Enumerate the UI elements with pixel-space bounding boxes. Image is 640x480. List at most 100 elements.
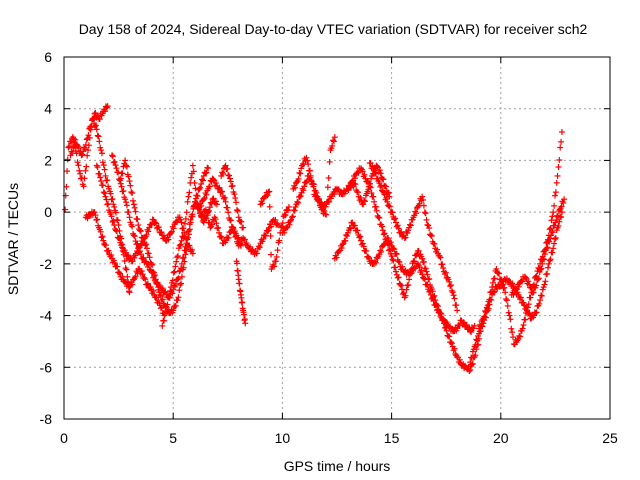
data-point: [178, 237, 185, 244]
data-point: [91, 110, 98, 117]
data-point: [506, 312, 513, 319]
data-point: [360, 201, 367, 208]
data-point: [538, 292, 545, 299]
data-point: [446, 278, 453, 285]
data-point: [169, 277, 176, 284]
data-point: [274, 220, 281, 227]
data-point: [509, 280, 516, 287]
data-point: [544, 264, 551, 271]
data-point: [148, 221, 155, 228]
data-point: [540, 284, 547, 291]
data-point: [397, 281, 404, 288]
data-point: [347, 225, 354, 232]
data-point: [71, 141, 78, 148]
data-point: [172, 280, 179, 287]
data-point: [551, 192, 558, 199]
data-point: [287, 218, 294, 225]
data-point: [113, 228, 120, 235]
data-point: [313, 189, 320, 196]
data-point: [393, 251, 400, 258]
data-point: [273, 253, 280, 260]
data-point: [442, 324, 449, 331]
data-point: [448, 340, 455, 347]
data-point: [185, 193, 192, 200]
data-point: [551, 202, 558, 209]
data-point: [146, 224, 153, 231]
data-point: [109, 218, 116, 225]
data-point: [155, 224, 162, 231]
data-point: [153, 294, 160, 301]
data-point: [432, 297, 439, 304]
data-point: [109, 196, 116, 203]
data-point: [537, 297, 544, 304]
data-point: [385, 247, 392, 254]
data-point: [202, 170, 209, 177]
data-point: [404, 229, 411, 236]
data-point: [471, 322, 478, 329]
data-point: [439, 261, 446, 268]
data-point: [138, 268, 145, 275]
series-track-r: [475, 128, 565, 348]
data-point: [449, 289, 456, 296]
data-point: [538, 265, 545, 272]
data-point: [376, 167, 383, 174]
data-point: [240, 311, 247, 318]
y-tick-label: 2: [44, 152, 52, 168]
data-point: [424, 271, 431, 278]
data-point: [361, 171, 368, 178]
data-point: [272, 216, 279, 223]
x-tick-label: 15: [384, 430, 400, 446]
data-point: [142, 276, 149, 283]
data-point: [197, 184, 204, 191]
data-point: [81, 175, 88, 182]
data-point: [237, 241, 244, 248]
data-point: [129, 190, 136, 197]
data-point: [281, 229, 288, 236]
data-point: [472, 341, 479, 348]
data-point: [85, 132, 92, 139]
data-point: [260, 235, 267, 242]
data-point: [386, 203, 393, 210]
data-point: [67, 140, 74, 147]
data-point: [342, 237, 349, 244]
data-point: [254, 250, 261, 257]
data-point: [145, 228, 152, 235]
x-tick-label: 10: [275, 430, 291, 446]
data-point: [143, 231, 150, 238]
data-point: [286, 221, 293, 228]
data-point: [381, 191, 388, 198]
data-point: [137, 251, 144, 258]
data-point: [210, 176, 217, 183]
data-point: [413, 210, 420, 217]
data-point: [221, 194, 228, 201]
data-point: [544, 270, 551, 277]
data-point: [191, 179, 198, 186]
data-point: [303, 154, 310, 161]
data-point: [122, 196, 129, 203]
data-point: [365, 178, 372, 185]
data-point: [157, 305, 164, 312]
data-point: [467, 359, 474, 366]
data-point: [548, 232, 555, 239]
data-point: [543, 245, 550, 252]
data-point: [225, 234, 232, 241]
x-axis-title: GPS time / hours: [284, 458, 391, 474]
y-tick-label: 6: [44, 49, 52, 65]
data-point: [189, 250, 196, 257]
data-point: [375, 214, 382, 221]
data-point: [130, 201, 137, 208]
data-point: [198, 180, 205, 187]
data-point: [454, 325, 461, 332]
data-point: [465, 363, 472, 370]
data-point: [368, 257, 375, 264]
data-point: [213, 201, 220, 208]
data-point: [182, 215, 189, 222]
data-point: [98, 147, 105, 154]
data-point: [172, 302, 179, 309]
data-point: [389, 256, 396, 263]
data-point: [416, 200, 423, 207]
data-point: [331, 190, 338, 197]
data-point: [422, 210, 429, 217]
data-point: [330, 137, 337, 144]
